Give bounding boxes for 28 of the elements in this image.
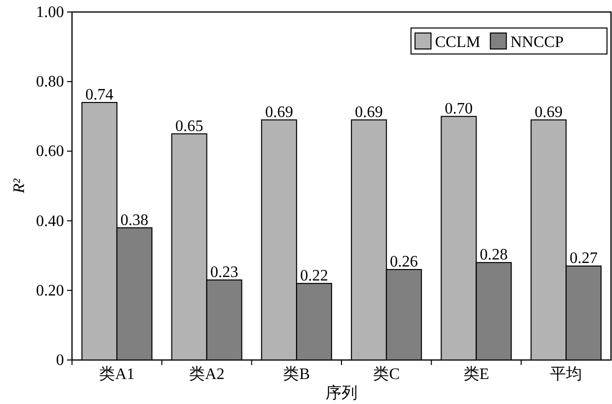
y-tick-label: 0.40 [36, 212, 64, 230]
data-label: 0.27 [570, 250, 598, 268]
data-label: 0.38 [120, 212, 148, 229]
data-label: 0.26 [390, 254, 418, 271]
y-tick-label: 0.80 [36, 74, 64, 91]
x-tick-label: 类B [283, 365, 310, 383]
data-label: 0.74 [85, 86, 114, 104]
y-axis-title: R² [11, 178, 28, 194]
data-label: 0.65 [175, 118, 204, 135]
y-tick-label: 0.60 [36, 143, 64, 160]
x-tick-label: 类A2 [188, 365, 225, 383]
legend-label: NNCCP [510, 34, 564, 51]
y-tick-label: 0.20 [36, 282, 64, 300]
data-label: 0.69 [354, 104, 383, 121]
x-axis-title: 序列 [326, 384, 358, 402]
x-tick-label: 类C [373, 365, 400, 383]
y-tick-label: 1.00 [36, 4, 64, 21]
data-label: 0.22 [300, 267, 328, 284]
y-tick-label: 0 [56, 352, 64, 369]
data-label: 0.28 [480, 246, 508, 264]
data-label: 0.23 [210, 264, 238, 281]
data-label: 0.70 [444, 100, 473, 118]
x-tick-label: 类E [463, 365, 490, 383]
x-tick-label: 类A1 [99, 365, 135, 383]
data-label: 0.69 [534, 104, 563, 121]
x-tick-label: 平均 [550, 366, 582, 383]
legend-label: CCLM [435, 34, 480, 51]
data-label: 0.69 [265, 104, 294, 121]
